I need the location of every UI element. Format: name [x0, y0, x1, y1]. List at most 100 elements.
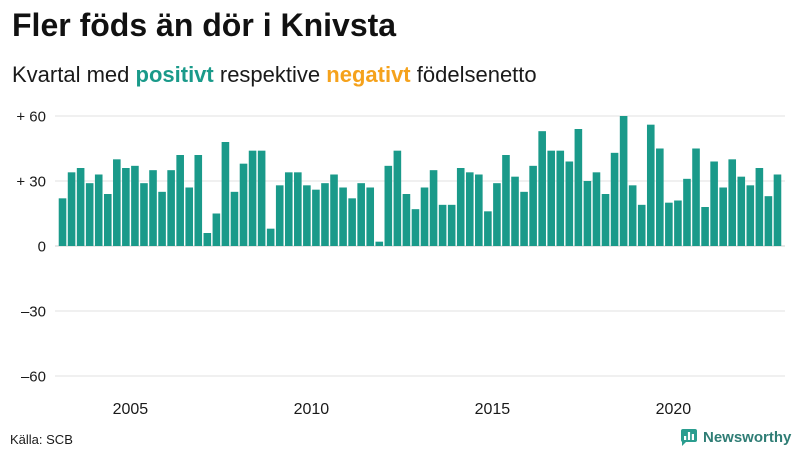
bar-2013-q1 — [420, 187, 429, 246]
subtitle-positive: positivt — [135, 62, 214, 87]
bar-2009-q2 — [284, 172, 293, 246]
bar-2017-q1 — [565, 161, 574, 246]
bar-2007-q3 — [221, 142, 230, 246]
bar-2014-q3 — [475, 174, 483, 246]
bar-2020-q1 — [674, 200, 682, 246]
bar-2004-q3 — [113, 159, 121, 246]
bar-2012-q3 — [402, 194, 411, 246]
bar-2022-q4 — [773, 174, 782, 246]
bar-2019-q4 — [665, 202, 673, 246]
bar-2015-q1 — [493, 183, 501, 246]
newsworthy-logo-icon — [681, 429, 697, 446]
bar-2007-q1 — [203, 233, 212, 246]
bar-2020-q4 — [701, 207, 709, 246]
bar-2019-q1 — [637, 204, 646, 246]
bar-2007-q4 — [230, 191, 239, 246]
bar-2011-q3 — [366, 187, 375, 246]
bar-2016-q3 — [547, 150, 556, 246]
bar-2019-q3 — [656, 148, 664, 246]
bar-2022-q1 — [746, 185, 755, 246]
bar-2007-q2 — [212, 213, 221, 246]
bar-2015-q3 — [511, 176, 519, 246]
bar-2010-q3 — [330, 174, 338, 246]
bar-2015-q2 — [502, 155, 510, 246]
bar-2018-q2 — [610, 152, 619, 246]
bar-2003-q3 — [76, 168, 85, 246]
bar-2015-q4 — [520, 191, 528, 246]
bar-2013-q3 — [438, 204, 447, 246]
bars — [58, 116, 782, 246]
bar-2017-q4 — [592, 172, 601, 246]
bar-2016-q4 — [556, 150, 565, 246]
bar-2021-q4 — [737, 176, 746, 246]
x-tick-label: 2020 — [656, 401, 692, 418]
bar-2016-q2 — [538, 131, 546, 246]
bar-2004-q2 — [103, 194, 112, 246]
y-tick-label: + 30 — [16, 173, 46, 190]
bar-2009-q1 — [275, 185, 284, 246]
bar-2006-q3 — [185, 187, 194, 246]
subtitle-text-end: födelsenetto — [416, 62, 537, 87]
bar-2004-q4 — [122, 168, 130, 246]
bar-2017-q3 — [583, 181, 592, 246]
bar-2004-q1 — [94, 174, 103, 246]
bar-2011-q4 — [375, 241, 384, 246]
bar-2018-q1 — [601, 194, 610, 246]
bar-2005-q2 — [140, 183, 148, 246]
bar-2010-q1 — [312, 189, 320, 246]
bar-2017-q2 — [574, 129, 583, 246]
bar-2012-q2 — [393, 150, 402, 246]
bar-2020-q2 — [683, 178, 691, 246]
source-note: Källa: SCB — [10, 432, 73, 447]
bar-2005-q4 — [158, 191, 166, 246]
bar-2018-q4 — [628, 185, 637, 246]
y-tick-label: –60 — [21, 368, 46, 385]
bar-2011-q2 — [357, 183, 365, 246]
bar-2020-q3 — [692, 148, 700, 246]
subtitle-text-middle: respektive — [219, 62, 321, 87]
bar-2022-q3 — [764, 196, 773, 246]
bar-2003-q1 — [58, 198, 67, 246]
bar-2008-q4 — [266, 228, 275, 246]
bar-2022-q2 — [755, 168, 764, 246]
bar-2021-q3 — [728, 159, 737, 246]
bar-2021-q1 — [710, 161, 718, 246]
bar-2010-q4 — [339, 187, 347, 246]
bar-2018-q3 — [619, 116, 628, 246]
bar-2019-q2 — [646, 124, 655, 246]
bar-2014-q4 — [484, 211, 492, 246]
bar-2021-q2 — [719, 187, 727, 246]
logo-text: Newsworthy — [703, 428, 792, 446]
bar-2003-q4 — [85, 183, 94, 246]
chart-title: Fler föds än dör i Knivsta — [12, 7, 397, 43]
bar-2008-q3 — [257, 150, 266, 246]
bar-2012-q1 — [384, 165, 393, 246]
bar-2012-q4 — [411, 209, 420, 246]
x-tick-label: 2010 — [294, 401, 330, 418]
x-tick-label: 2015 — [475, 401, 511, 418]
bar-2016-q1 — [529, 165, 537, 246]
y-tick-label: 0 — [38, 238, 46, 255]
bar-2003-q2 — [67, 172, 76, 246]
x-tick-label: 2005 — [113, 401, 149, 418]
bar-2014-q1 — [456, 168, 465, 246]
y-tick-label: + 60 — [16, 108, 46, 125]
bar-2005-q1 — [131, 165, 139, 246]
bar-2008-q1 — [239, 163, 248, 246]
subtitle-text-start: Kvartal med — [12, 62, 130, 87]
chart-subtitle: Kvartal med positivt respektive negativt… — [12, 62, 537, 88]
bar-2009-q4 — [303, 185, 311, 246]
bar-2005-q3 — [149, 170, 157, 246]
bar-2013-q2 — [429, 170, 438, 246]
bar-2010-q2 — [321, 183, 329, 246]
subtitle-negative: negativt — [326, 62, 411, 87]
bar-2006-q1 — [167, 170, 175, 246]
bar-2009-q3 — [294, 172, 302, 246]
bar-2013-q4 — [447, 204, 456, 246]
newsworthy-logo: Newsworthy — [680, 427, 791, 447]
y-tick-label: –30 — [21, 303, 46, 320]
bar-2014-q2 — [465, 172, 474, 246]
bar-2011-q1 — [348, 198, 356, 246]
bar-2006-q4 — [194, 155, 203, 246]
